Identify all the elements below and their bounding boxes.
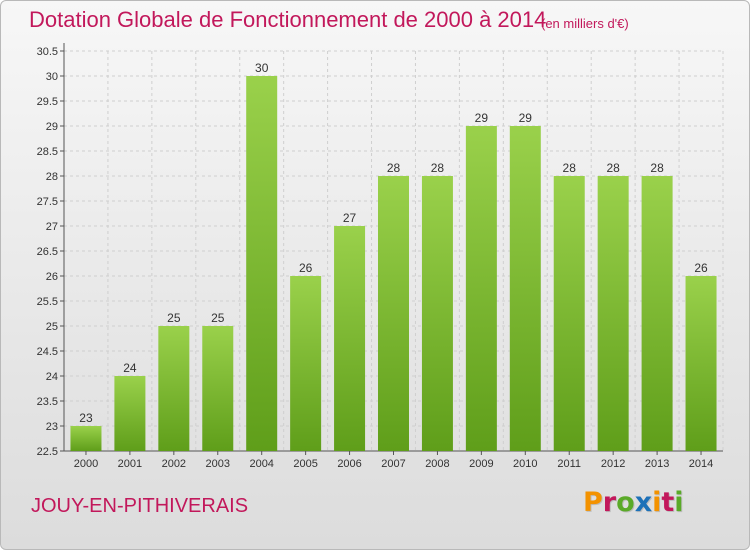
y-tick-label: 24 xyxy=(46,371,58,383)
bar-2012 xyxy=(597,176,629,451)
y-tick-label: 30 xyxy=(46,71,58,83)
bar-2009 xyxy=(465,126,497,451)
bar-2001 xyxy=(114,376,146,451)
x-tick-label-2002: 2002 xyxy=(162,458,186,470)
chart-subtitle: (en milliers d'€) xyxy=(541,16,629,31)
bar-2007 xyxy=(378,176,409,451)
x-tick-label-2001: 2001 xyxy=(118,458,142,470)
data-label-2004: 30 xyxy=(255,61,269,75)
logo-letter: t xyxy=(661,487,675,518)
bar-2010 xyxy=(509,126,541,451)
y-tick-label: 27 xyxy=(46,221,58,233)
data-label-2011: 28 xyxy=(563,161,577,175)
logo-letter: o xyxy=(616,487,635,518)
bar-2005 xyxy=(290,276,322,451)
data-label-2013: 28 xyxy=(650,161,664,175)
bar-2013 xyxy=(641,176,673,451)
x-tick-label-2007: 2007 xyxy=(381,458,405,470)
bar-2002 xyxy=(158,326,190,451)
x-tick-label-2010: 2010 xyxy=(513,458,537,470)
y-tick-label: 23.5 xyxy=(37,396,58,408)
x-tick-label-2014: 2014 xyxy=(689,458,713,470)
y-tick-label: 27.5 xyxy=(37,196,58,208)
bar-2006 xyxy=(334,226,366,451)
bars xyxy=(70,76,717,451)
data-label-2008: 28 xyxy=(431,161,445,175)
x-tick-label-2008: 2008 xyxy=(425,458,449,470)
y-tick-label: 24.5 xyxy=(37,346,58,358)
x-tick-label-2000: 2000 xyxy=(74,458,98,470)
y-tick-label: 25.5 xyxy=(37,296,58,308)
data-label-2009: 29 xyxy=(475,111,489,125)
bar-2014 xyxy=(685,276,717,451)
data-label-2001: 24 xyxy=(123,361,137,375)
proxiti-logo: Proxiti xyxy=(583,487,684,518)
data-label-2007: 28 xyxy=(387,161,401,175)
x-tick-label-2011: 2011 xyxy=(557,458,581,470)
bar-2008 xyxy=(421,176,453,451)
x-tick-label-2003: 2003 xyxy=(206,458,230,470)
data-label-2002: 25 xyxy=(167,311,181,325)
y-tick-label: 26 xyxy=(46,271,58,283)
bar-2011 xyxy=(553,176,585,451)
x-tick-label-2005: 2005 xyxy=(293,458,317,470)
logo-letter: i xyxy=(674,487,684,518)
y-tick-label: 26.5 xyxy=(37,246,58,258)
logo-letter: r xyxy=(602,487,617,518)
x-tick-label-2004: 2004 xyxy=(249,458,273,470)
commune-name: JOUY-EN-PITHIVERAIS xyxy=(31,495,249,517)
logo-letter: i xyxy=(652,487,662,518)
y-tick-label: 23 xyxy=(46,421,58,433)
x-tick-label-2006: 2006 xyxy=(337,458,361,470)
logo-letter: x xyxy=(634,487,653,518)
labels: 22.5 23 23.5 24 24.5 25 25.5 26 26.5 27 27.5 28 28.5… xyxy=(37,46,714,470)
bar-2003 xyxy=(202,326,234,451)
y-tick-label: 28 xyxy=(46,171,58,183)
data-label-2010: 29 xyxy=(519,111,533,125)
data-label-2014: 26 xyxy=(694,261,708,275)
data-label-2012: 28 xyxy=(606,161,620,175)
data-label-2006: 27 xyxy=(343,211,357,225)
bar-2000 xyxy=(70,426,102,451)
data-label-2000: 23 xyxy=(79,411,93,425)
y-tick-label: 25 xyxy=(46,321,58,333)
chart-title: Dotation Globale de Fonctionnement de 20… xyxy=(29,7,547,32)
data-label-2003: 25 xyxy=(211,311,225,325)
y-tick-label: 29 xyxy=(46,121,58,133)
x-tick-label-2013: 2013 xyxy=(645,458,669,470)
x-tick-label-2009: 2009 xyxy=(469,458,493,470)
bar-2004 xyxy=(246,76,278,451)
y-tick-label: 22.5 xyxy=(37,446,58,458)
y-tick-label: 29.5 xyxy=(37,96,58,108)
y-tick-label: 28.5 xyxy=(37,146,58,158)
x-tick-label-2012: 2012 xyxy=(601,458,625,470)
data-label-2005: 26 xyxy=(299,261,313,275)
y-tick-label: 30.5 xyxy=(37,46,58,58)
logo-letter: P xyxy=(583,487,603,518)
